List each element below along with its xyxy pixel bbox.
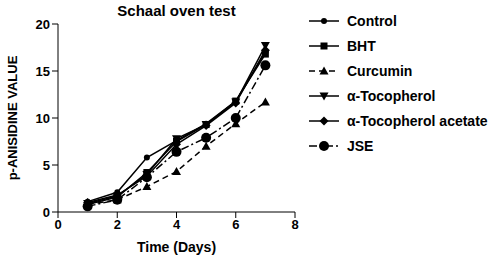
svg-text:0: 0 [43,205,50,220]
svg-text:4: 4 [173,217,181,232]
svg-text:6: 6 [232,217,239,232]
svg-text:Time (Days): Time (Days) [137,239,216,255]
html-text:α-Tocopherol acetate: α-Tocopherol acetate [347,112,488,129]
svg-text:15: 15 [36,64,50,79]
svg-text:p-ANISIDINE VALUE: p-ANISIDINE VALUE [8,55,20,180]
svg-text:0: 0 [54,217,61,232]
html-text:Control: Control [347,12,397,29]
svg-text:8: 8 [291,217,298,232]
html-text:α-Tocopherol: α-Tocopherol [347,87,436,104]
html-text:BHT: BHT [347,37,376,54]
svg-text:20: 20 [36,17,50,32]
svg-text:5: 5 [43,158,50,173]
svg-text:10: 10 [36,111,50,126]
html-text:JSE: JSE [347,137,374,154]
html-text:Schaal oven test: Schaal oven test [117,2,236,19]
html-text:Curcumin: Curcumin [347,62,413,79]
svg-text:2: 2 [114,217,121,232]
